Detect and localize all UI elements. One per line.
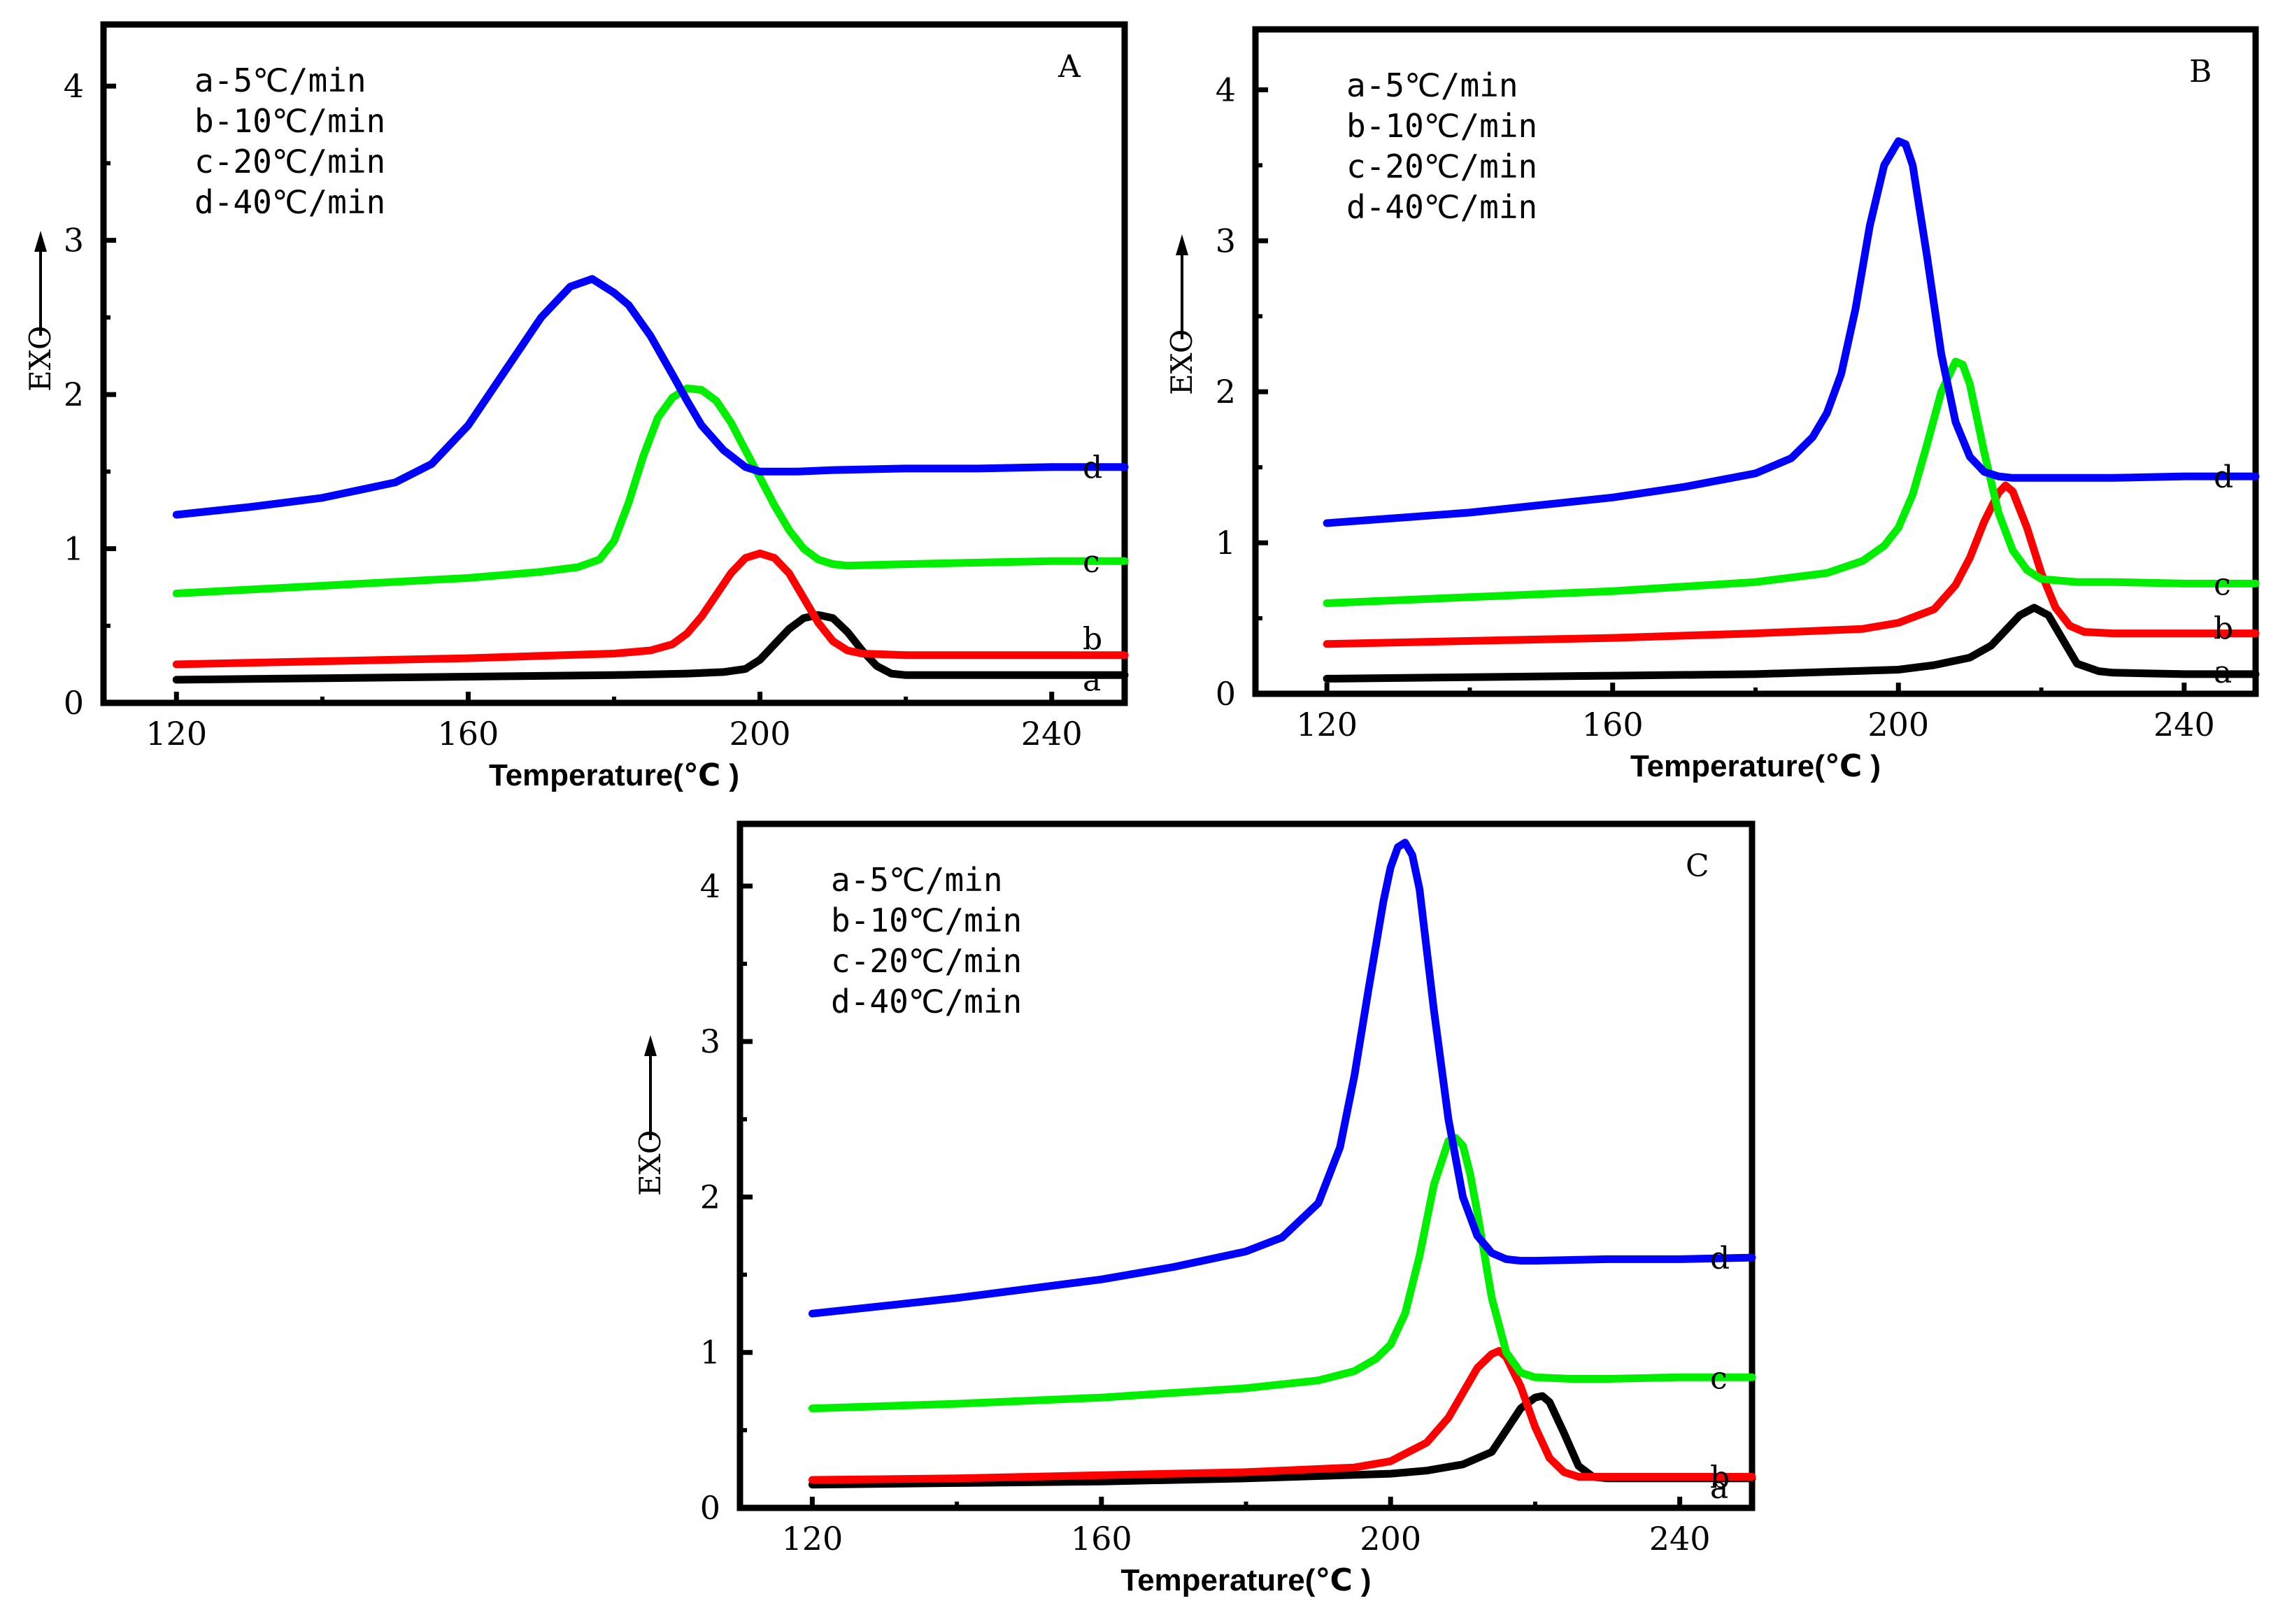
legend-entry: c-20℃/min [194, 143, 385, 180]
legend-entry: a-5℃/min [831, 861, 1003, 899]
series-line-d [172, 275, 1129, 519]
series-line-c [808, 1134, 1756, 1413]
series-label-a: a [1083, 662, 1101, 698]
up-arrow-icon [644, 1035, 657, 1056]
legend-entry: d-40℃/min [1346, 188, 1537, 226]
y-tick-label: 4 [64, 67, 84, 105]
y-tick-label: 3 [1216, 222, 1236, 259]
series-label-c: c [1083, 544, 1100, 580]
x-tick-label: 120 [781, 1520, 843, 1558]
legend-entry: a-5℃/min [194, 62, 366, 99]
x-tick-label: 120 [145, 715, 207, 753]
x-axis-label: Temperature(℃ ) [1120, 1563, 1371, 1597]
panel-letter: C [1686, 848, 1709, 884]
chart-panel-c: 120 160 200 240 0 1 2 3 4 Temperature(℃ ) EXO Ca-5℃… [633, 820, 1756, 1597]
y-tick-label: 2 [64, 376, 84, 413]
y-tick-label: 1 [64, 530, 84, 568]
series-line-d [808, 839, 1756, 1318]
y-tick-label: 4 [700, 867, 720, 905]
series-line-b [172, 549, 1129, 669]
legend-entry: d-40℃/min [194, 183, 385, 221]
legend-entry: c-20℃/min [831, 942, 1022, 980]
series-line-c [1323, 357, 2260, 607]
series-line-a [172, 611, 1129, 684]
panel-letter: A [1058, 49, 1081, 85]
series-label-b: b [2214, 611, 2233, 647]
y-axis-label: EXO [633, 1130, 667, 1196]
x-axis-label: Temperature(℃ ) [1630, 749, 1881, 783]
series-line-b [808, 1347, 1756, 1484]
x-tick-label: 160 [1582, 706, 1644, 743]
x-tick-label: 240 [1021, 715, 1083, 753]
chart-panel-a: 120 160 200 240 0 1 2 3 4 Temperature(℃ ) EXO Aa-5℃… [23, 21, 1129, 792]
series-label-c: c [1710, 1360, 1728, 1396]
legend-entry: b-10℃/min [1346, 107, 1537, 145]
y-tick-label: 0 [64, 684, 84, 722]
y-axis-label: EXO [1165, 329, 1199, 395]
series-line-a [1323, 604, 2260, 683]
series-label-d: d [1083, 450, 1102, 486]
up-arrow-icon [1176, 234, 1188, 255]
legend-entry: d-40℃/min [831, 983, 1022, 1020]
x-axis-label: Temperature(℃ ) [489, 758, 739, 792]
y-tick-label: 2 [1216, 373, 1236, 411]
y-tick-label: 4 [1216, 71, 1236, 108]
x-tick-label: 120 [1296, 706, 1358, 743]
y-tick-label: 1 [700, 1334, 720, 1372]
series-line-d [1323, 137, 2260, 527]
up-arrow-icon [34, 231, 47, 252]
y-tick-label: 0 [700, 1489, 720, 1527]
panel-letter: B [2189, 54, 2212, 90]
series-label-d: d [2214, 460, 2233, 495]
legend-entry: c-20℃/min [1346, 148, 1537, 185]
series-line-c [172, 384, 1129, 597]
y-axis-label: EXO [23, 326, 57, 392]
y-tick-label: 2 [700, 1178, 720, 1216]
x-tick-label: 160 [438, 715, 499, 753]
x-tick-label: 200 [1360, 1520, 1421, 1558]
y-tick-label: 3 [64, 222, 84, 259]
y-tick-label: 0 [1216, 675, 1236, 713]
legend-entry: b-10℃/min [194, 102, 385, 140]
y-tick-label: 3 [700, 1023, 720, 1060]
legend-entry: a-5℃/min [1346, 66, 1518, 104]
series-label-b: b [1083, 622, 1102, 657]
series-label-d: d [1710, 1241, 1730, 1276]
series-label-c: c [2214, 567, 2231, 602]
x-tick-label: 160 [1071, 1520, 1132, 1558]
x-tick-label: 200 [1867, 706, 1929, 743]
series-label-a: a [2214, 655, 2232, 690]
series-line-b [1323, 481, 2260, 648]
series-label-b: b [1710, 1460, 1730, 1496]
x-tick-label: 200 [729, 715, 791, 753]
y-tick-label: 1 [1216, 524, 1236, 562]
chart-panel-b: 120 160 200 240 0 1 2 3 4 Temperature(℃ ) EXO Ba-5℃… [1165, 26, 2260, 783]
legend-entry: b-10℃/min [831, 902, 1022, 939]
x-tick-label: 240 [1649, 1520, 1711, 1558]
x-tick-label: 240 [2153, 706, 2215, 743]
